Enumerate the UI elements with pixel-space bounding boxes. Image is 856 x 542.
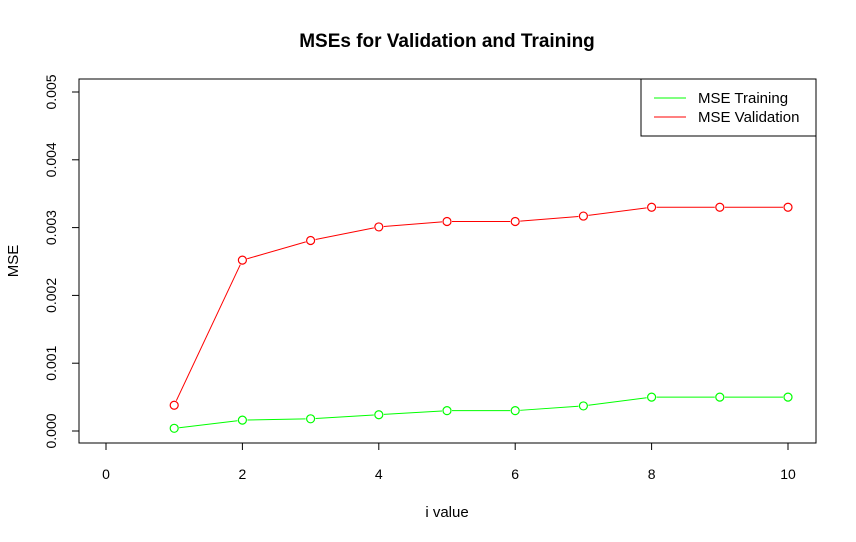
data-point (578, 401, 589, 411)
data-point (578, 211, 589, 221)
y-axis: 0.000 0.001 0.002 0.003 0.004 0.005 (43, 74, 80, 449)
y-axis-label: MSE (5, 245, 22, 278)
data-point (715, 202, 725, 212)
series-line-segment (179, 420, 238, 429)
data-point (237, 255, 247, 265)
series-mse-training (169, 392, 793, 433)
x-tick-label: 0 (102, 466, 110, 482)
y-tick-label: 0.003 (43, 210, 59, 245)
y-tick-label: 0.001 (43, 345, 59, 380)
data-point (646, 202, 657, 212)
data-point (374, 222, 384, 232)
data-point (715, 392, 725, 402)
series-line-segment (247, 418, 306, 421)
data-point (306, 414, 316, 424)
data-point (169, 423, 179, 433)
legend-box (640, 78, 817, 137)
data-point (237, 415, 247, 425)
y-tick-label: 0.000 (43, 413, 59, 448)
legend-label: MSE Validation (698, 109, 799, 126)
series-line-segment (588, 397, 647, 406)
data-point (442, 406, 452, 416)
series-line-segment (383, 410, 443, 415)
x-tick-label: 10 (780, 466, 796, 482)
data-point (510, 216, 520, 227)
data-point (783, 392, 793, 402)
legend-label: MSE Training (698, 90, 788, 107)
data-point (646, 392, 657, 402)
x-tick-label: 6 (511, 466, 519, 482)
data-point (510, 406, 520, 416)
data-point (442, 216, 452, 227)
y-tick-label: 0.002 (43, 278, 59, 313)
x-tick-label: 2 (239, 466, 247, 482)
x-axis-label: i value (425, 504, 468, 521)
series-line-segment (175, 264, 241, 401)
chart-title: MSEs for Validation and Training (299, 31, 595, 52)
series-line-segment (315, 414, 374, 419)
series-line-segment (383, 221, 443, 228)
series-line-segment (588, 207, 647, 216)
x-tick-label: 8 (648, 466, 656, 482)
series-mse-validation (169, 202, 793, 410)
series-layer (169, 202, 793, 433)
series-line-segment (315, 227, 374, 240)
x-axis: 0 2 4 6 8 10 (102, 442, 796, 482)
legend: MSE Training MSE Validation (640, 78, 817, 137)
series-line-segment (247, 241, 306, 260)
data-point (306, 235, 316, 246)
series-line-segment (520, 215, 579, 222)
y-tick-label: 0.005 (43, 74, 59, 109)
series-line-segment (520, 405, 579, 411)
data-point (783, 202, 793, 212)
y-tick-label: 0.004 (43, 142, 59, 177)
x-tick-label: 4 (375, 466, 383, 482)
data-point (374, 410, 384, 420)
data-point (169, 400, 179, 410)
